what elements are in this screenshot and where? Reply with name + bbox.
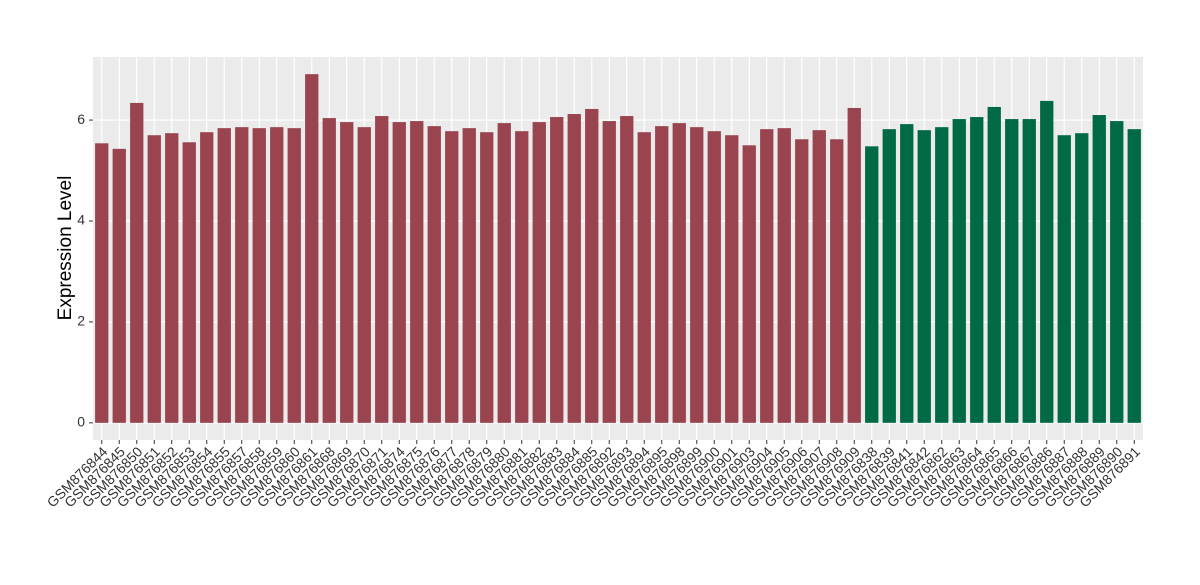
bar [1057, 135, 1071, 423]
bar [847, 107, 861, 423]
bar [1092, 115, 1106, 423]
bar [112, 148, 126, 423]
bar [445, 131, 459, 423]
bar [690, 127, 704, 423]
bar [235, 127, 249, 423]
bar [865, 146, 879, 423]
bar [1022, 119, 1036, 423]
bar [322, 118, 336, 423]
bar [375, 116, 389, 423]
bar [1075, 133, 1089, 423]
bar [340, 122, 354, 423]
bar [672, 123, 686, 423]
bar [795, 139, 809, 423]
bar [515, 131, 529, 423]
bar [95, 143, 109, 423]
bar [165, 133, 179, 423]
bar [567, 114, 581, 423]
bar [287, 128, 301, 423]
bar [602, 121, 616, 423]
bar [620, 116, 634, 423]
bar [305, 74, 319, 423]
bar [917, 130, 931, 423]
bar [707, 131, 721, 423]
bar [760, 129, 774, 423]
bar [987, 106, 1001, 423]
bar [1005, 119, 1019, 423]
bar [830, 139, 844, 423]
bar [900, 124, 914, 423]
bar [812, 130, 826, 423]
bar [392, 122, 406, 423]
bar [952, 119, 966, 423]
bar [130, 102, 144, 423]
bar [970, 117, 984, 423]
bar [550, 117, 564, 423]
bar [637, 132, 651, 423]
y-tick-label: 4 [77, 212, 85, 228]
bar [200, 132, 214, 423]
bar [1110, 121, 1124, 423]
bar [357, 127, 371, 423]
bar [462, 128, 476, 423]
bar [182, 142, 196, 423]
bar [1127, 129, 1141, 423]
bar [532, 122, 546, 423]
y-axis-label: Expression Level [55, 176, 76, 321]
bar [217, 128, 231, 423]
bar [270, 127, 284, 423]
bar [427, 126, 441, 423]
bar [742, 145, 756, 423]
y-tick-label: 2 [77, 313, 85, 329]
bar [1040, 100, 1054, 423]
bar [655, 126, 669, 423]
bar [882, 129, 896, 423]
bar [252, 128, 266, 423]
bar [147, 135, 161, 423]
bar [935, 127, 949, 423]
bar [497, 123, 511, 423]
bar [777, 128, 791, 423]
y-tick-label: 6 [77, 111, 85, 127]
bar [410, 121, 424, 423]
bar [480, 132, 494, 423]
panel [93, 57, 1143, 440]
bar [725, 135, 739, 423]
y-tick-label: 0 [77, 414, 85, 430]
bar [585, 108, 599, 423]
